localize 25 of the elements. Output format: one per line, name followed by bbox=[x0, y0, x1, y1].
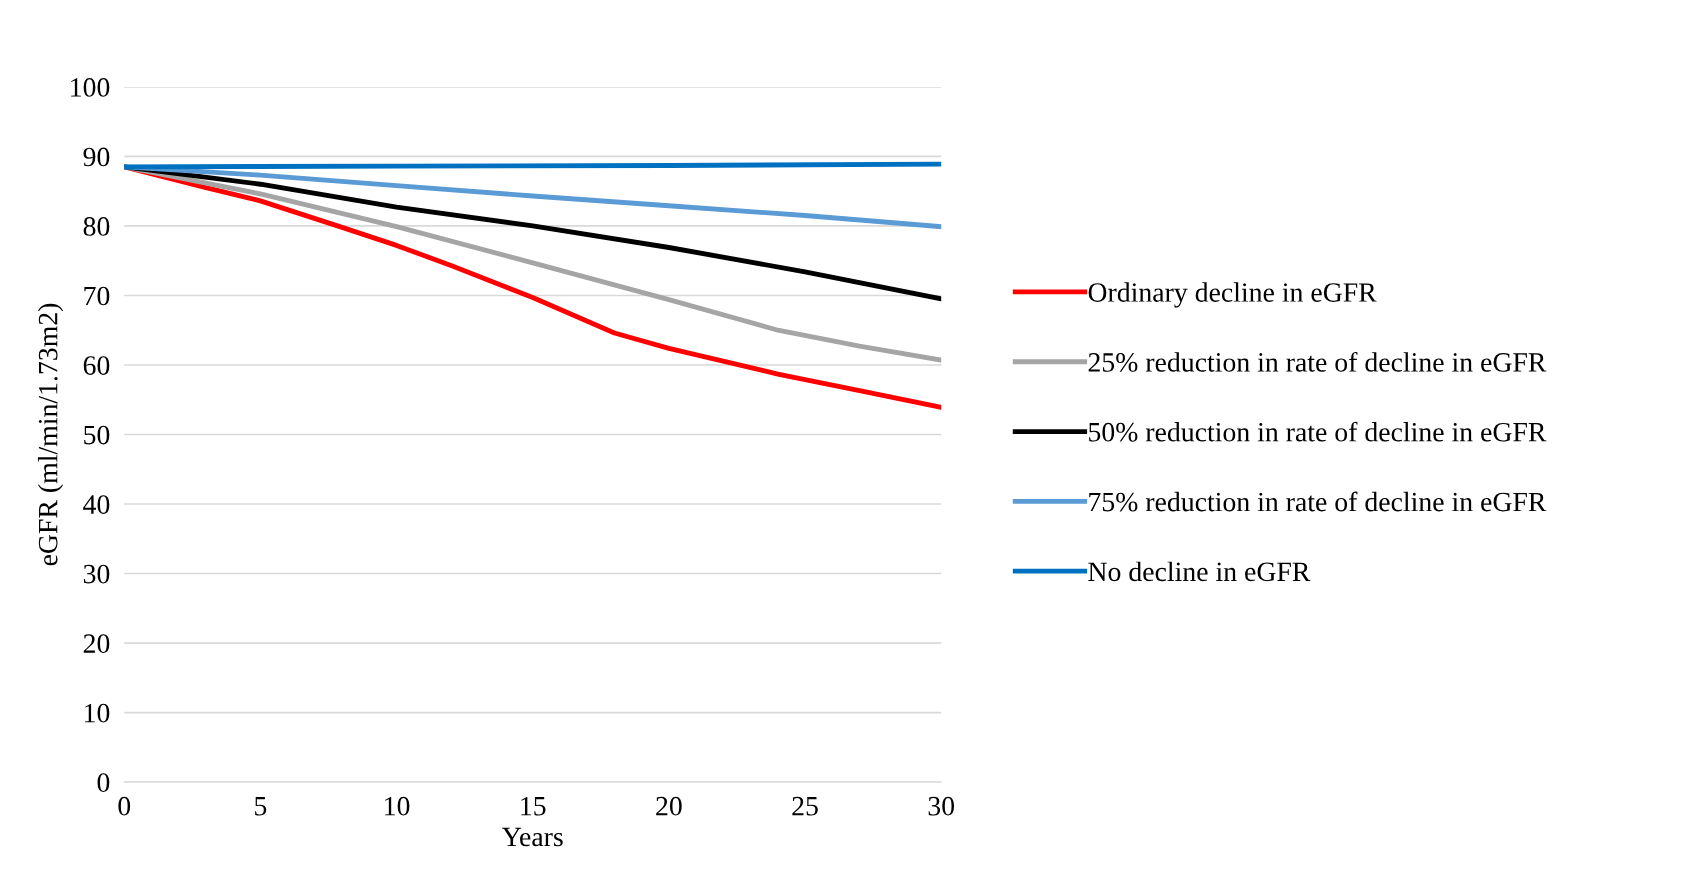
y-tick-label: 100 bbox=[71, 78, 110, 97]
legend-label: No decline in eGFR bbox=[1088, 561, 1311, 582]
x-tick-label: 15 bbox=[521, 796, 546, 816]
y-tick-label: 60 bbox=[83, 356, 110, 375]
y-tick-label: 40 bbox=[83, 495, 110, 514]
y-tick-label: 80 bbox=[83, 217, 110, 236]
legend-label: 50% reduction in rate of decline in eGFR bbox=[1089, 421, 1547, 442]
x-axis-title: Years bbox=[502, 827, 563, 847]
y-tick-label: 20 bbox=[83, 634, 110, 653]
x-tick-label: 25 bbox=[792, 796, 818, 816]
x-tick-label: 10 bbox=[385, 796, 410, 816]
x-tick-label: 30 bbox=[928, 796, 955, 816]
x-tick-label: 0 bbox=[118, 796, 131, 816]
y-tick-label: 90 bbox=[83, 147, 110, 167]
y-tick-label: 30 bbox=[83, 564, 110, 584]
legend-label: 75% reduction in rate of decline in eGFR bbox=[1089, 491, 1547, 512]
x-tick-label: 20 bbox=[656, 796, 682, 816]
x-tick-label: 5 bbox=[255, 797, 267, 816]
y-axis-title: eGFR (ml/min/1.73m2) bbox=[37, 303, 64, 566]
legend-label: 25% reduction in rate of decline in eGFR bbox=[1088, 351, 1547, 372]
y-tick-label: 70 bbox=[84, 286, 110, 306]
y-tick-label: 10 bbox=[85, 703, 110, 723]
y-tick-label: 0 bbox=[97, 773, 110, 793]
y-tick-label: 50 bbox=[84, 425, 110, 445]
legend-label: Ordinary decline in eGFR bbox=[1088, 282, 1377, 308]
